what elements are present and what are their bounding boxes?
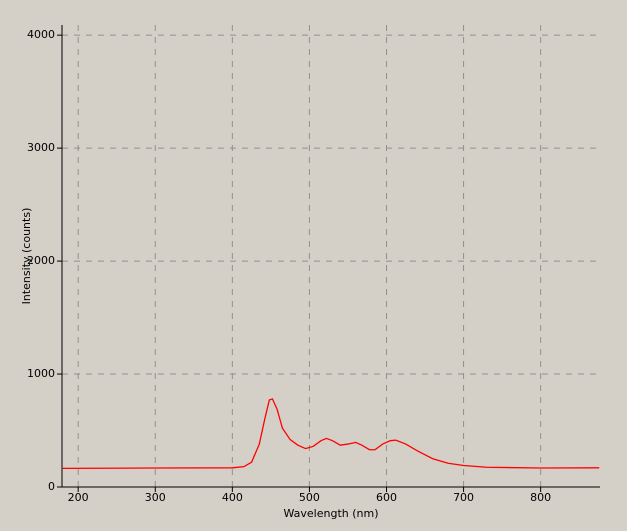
y-axis-label: Intensity (counts) — [20, 208, 33, 305]
x-axis-label: Wavelength (nm) — [283, 507, 378, 520]
data-line — [62, 398, 600, 470]
y-tick-label: 3000 — [27, 141, 55, 154]
x-tick-label: 200 — [68, 491, 89, 504]
x-tick-label: 300 — [145, 491, 166, 504]
y-tick-label: 4000 — [27, 28, 55, 41]
y-tick-label: 1000 — [27, 367, 55, 380]
x-tick-label: 700 — [453, 491, 474, 504]
x-tick-label: 400 — [222, 491, 243, 504]
x-tick-label: 500 — [299, 491, 320, 504]
y-tick-label: 0 — [48, 480, 55, 493]
y-tick-label: 2000 — [27, 254, 55, 267]
x-tick-label: 600 — [376, 491, 397, 504]
x-tick-label: 800 — [530, 491, 551, 504]
